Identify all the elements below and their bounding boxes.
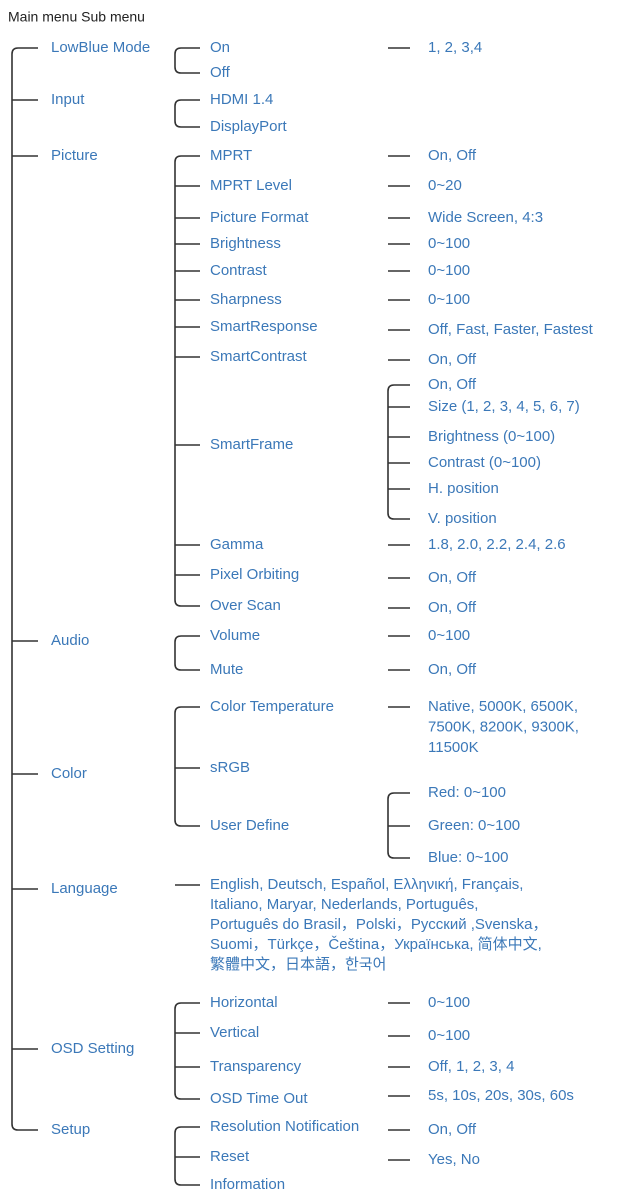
- option-label: Blue: 0~100: [428, 849, 509, 866]
- header: Main menu Sub menu: [8, 9, 145, 25]
- sub-menu-label: Picture Format: [210, 209, 309, 226]
- sub-menu-label: Color Temperature: [210, 698, 334, 715]
- sub-connector: [174, 47, 200, 74]
- option-label: 5s, 10s, 20s, 30s, 60s: [428, 1087, 574, 1104]
- sub-menu-label: Pixel Orbiting: [210, 566, 299, 583]
- sub-menu-label: Mute: [210, 661, 243, 678]
- option-label: 1, 2, 3,4: [428, 39, 482, 56]
- sub-menu-label: SmartResponse: [210, 318, 318, 335]
- sub-menu-label: User Define: [210, 817, 289, 834]
- sub-menu-label: Português do Brasil，Polski，Русский ,Sven…: [210, 916, 547, 933]
- option-label: H. position: [428, 480, 499, 497]
- option-label: On, Off: [428, 376, 477, 393]
- sub-menu-label: 繁體中文，日本語，한국어: [210, 956, 386, 973]
- option-label: Off, Fast, Faster, Fastest: [428, 321, 594, 338]
- main-menu-label: Picture: [51, 147, 98, 164]
- sub-menu-label: Resolution Notification: [210, 1118, 359, 1135]
- option-label: On, Off: [428, 147, 477, 164]
- sub-menu-label: SmartFrame: [210, 436, 293, 453]
- sub-connector: [174, 635, 200, 671]
- option-label: V. position: [428, 510, 497, 527]
- option-label: On, Off: [428, 661, 477, 678]
- option-label: Wide Screen, 4:3: [428, 209, 543, 226]
- sub-menu-label: OSD Time Out: [210, 1090, 308, 1107]
- main-connector: [11, 47, 38, 1131]
- sub-menu-label: Off: [210, 64, 231, 81]
- sub-menu-label: Contrast: [210, 262, 268, 279]
- option-label: 7500K, 8200K, 9300K,: [428, 718, 579, 735]
- main-menu-label: Input: [51, 91, 85, 108]
- option-connector: [387, 384, 410, 520]
- option-label: 1.8, 2.0, 2.2, 2.4, 2.6: [428, 536, 566, 553]
- option-label: Green: 0~100: [428, 817, 520, 834]
- option-label: 0~100: [428, 291, 470, 308]
- sub-connector: [174, 99, 200, 128]
- main-menu-label: Audio: [51, 632, 89, 649]
- sub-menu-label: Sharpness: [210, 291, 282, 308]
- sub-menu-label: Reset: [210, 1148, 250, 1165]
- sub-menu-label: English, Deutsch, Español, Ελληνική, Fra…: [210, 876, 523, 893]
- main-menu-label: Color: [51, 765, 87, 782]
- option-label: Off, 1, 2, 3, 4: [428, 1058, 514, 1075]
- option-label: Contrast (0~100): [428, 454, 541, 471]
- option-label: Native, 5000K, 6500K,: [428, 698, 578, 715]
- sub-menu-label: SmartContrast: [210, 348, 308, 365]
- sub-menu-label: Brightness: [210, 235, 281, 252]
- sub-menu-label: MPRT: [210, 147, 252, 164]
- main-menu-label: Setup: [51, 1121, 90, 1138]
- main-menu-label: OSD Setting: [51, 1040, 134, 1057]
- sub-menu-label: Italiano, Maryar, Nederlands, Português,: [210, 896, 478, 913]
- sub-connector: [174, 155, 200, 607]
- sub-menu-label: Horizontal: [210, 994, 278, 1011]
- sub-menu-label: Volume: [210, 627, 260, 644]
- option-label: Brightness (0~100): [428, 428, 555, 445]
- sub-menu-label: On: [210, 39, 230, 56]
- option-label: Yes, No: [428, 1151, 480, 1168]
- option-label: On, Off: [428, 569, 477, 586]
- sub-menu-label: Gamma: [210, 536, 264, 553]
- option-label: 11500K: [428, 739, 479, 756]
- sub-connector: [174, 706, 200, 827]
- option-label: Size (1, 2, 3, 4, 5, 6, 7): [428, 398, 580, 415]
- option-label: On, Off: [428, 1121, 477, 1138]
- main-menu-label: Language: [51, 880, 118, 897]
- option-label: 0~100: [428, 1027, 470, 1044]
- sub-connector: [174, 1002, 200, 1100]
- main-menu-label: LowBlue Mode: [51, 39, 150, 56]
- option-label: On, Off: [428, 599, 477, 616]
- sub-menu-label: sRGB: [210, 759, 250, 776]
- option-label: 0~100: [428, 235, 470, 252]
- sub-menu-label: HDMI 1.4: [210, 91, 273, 108]
- sub-menu-label: DisplayPort: [210, 118, 288, 135]
- sub-menu-label: Information: [210, 1176, 285, 1193]
- option-label: 0~100: [428, 627, 470, 644]
- sub-menu-label: Over Scan: [210, 597, 281, 614]
- sub-menu-label: Transparency: [210, 1058, 302, 1075]
- option-label: Red: 0~100: [428, 784, 506, 801]
- sub-connector: [174, 1126, 200, 1186]
- sub-menu-label: Vertical: [210, 1024, 259, 1041]
- option-label: 0~100: [428, 994, 470, 1011]
- sub-menu-label: Suomi，Türkçe，Čeština，Українська, 简体中文,: [210, 936, 542, 953]
- sub-menu-label: MPRT Level: [210, 177, 292, 194]
- option-label: 0~100: [428, 262, 470, 279]
- option-label: On, Off: [428, 351, 477, 368]
- option-label: 0~20: [428, 177, 462, 194]
